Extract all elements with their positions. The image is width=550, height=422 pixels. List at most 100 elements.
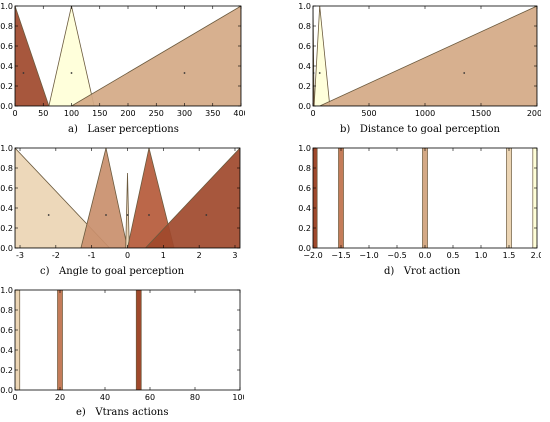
x-tick-label: 200 (120, 109, 135, 118)
y-tick-label: 0.0 (298, 244, 311, 253)
x-tick-label: 2 (197, 251, 202, 260)
x-tick-label: 0 (12, 393, 17, 402)
y-tick-label: 0.2 (0, 366, 13, 375)
singleton-bar-4 (532, 148, 537, 248)
singleton-bar-2 (422, 148, 428, 248)
x-tick-label: 350 (205, 109, 220, 118)
y-tick-label: 0.8 (0, 22, 13, 31)
y-tick-label: 0.2 (298, 224, 311, 233)
plot-area (15, 6, 241, 106)
centroid-marker-2 (183, 72, 186, 74)
membership-function-0 (15, 148, 111, 248)
y-tick-label: 1.0 (298, 144, 311, 153)
chart-angle-to-goal: 0.0 0.2 0.4 0.6 0.8 1.0 -3 -2 -1 0 1 2 3 (0, 144, 244, 266)
singleton-bar-2 (135, 290, 142, 390)
plot-area (15, 148, 240, 248)
x-tick-label: 50 (38, 109, 48, 118)
centroid-marker-1 (318, 72, 321, 74)
x-tick-label: 0 (125, 251, 130, 260)
membership-function-1 (80, 148, 128, 248)
y-tick-label: 0.2 (298, 82, 311, 91)
chart-svg: 0.0 0.2 0.4 0.6 0.8 1.0 −2.0 −1.5 −1.0 −0.5 0.0 0.5… (298, 144, 543, 260)
x-tick-label: 0 (310, 109, 315, 118)
x-tick-label: 0 (12, 109, 17, 118)
singleton-bar-0 (313, 148, 318, 248)
axes-frame (14, 289, 241, 391)
y-tick-label: 0.4 (0, 346, 13, 355)
y-tick-label: 0.6 (298, 42, 311, 51)
y-tick-label: 0.8 (298, 22, 311, 31)
y-tick-label: 0.4 (298, 204, 311, 213)
singleton-bar-0 (15, 290, 21, 390)
x-tick-label: -3 (16, 251, 24, 260)
membership-function-4 (144, 148, 240, 248)
y-tick-label: 0.8 (0, 164, 13, 173)
x-tick-label: 250 (149, 109, 164, 118)
y-tick-label: 0.6 (0, 42, 13, 51)
plot-area (313, 6, 537, 106)
y-tick-label: 1.0 (0, 2, 13, 11)
centroid-marker-2 (463, 72, 466, 74)
y-tick-label: 0.2 (0, 224, 13, 233)
y-tick-label: 0.0 (0, 244, 13, 253)
caption-vtrans-actions: e) Vtrans actions (76, 407, 169, 418)
membership-function-0 (15, 6, 50, 106)
y-tick-label: 1.0 (0, 286, 13, 295)
x-tick-label: 150 (92, 109, 107, 118)
x-tick-label: 400 (233, 109, 245, 118)
y-tick-label: 0.8 (0, 306, 13, 315)
x-tick-label: 3 (232, 251, 237, 260)
caption-laser-perceptions: a) Laser perceptions (68, 124, 179, 135)
membership-function-2 (70, 6, 241, 106)
x-tick-label: 60 (145, 393, 155, 402)
y-tick-label: 0.0 (0, 386, 13, 395)
y-tick-label: 0.6 (298, 184, 311, 193)
chart-distance-to-goal: 0.0 0.2 0.4 0.6 0.8 1.0 0 500 1000 1500 2000 (297, 2, 547, 124)
chart-vtrans-actions: 0.0 0.2 0.4 0.6 0.8 1.0 0 20 40 60 80 100 (0, 286, 247, 408)
x-tick-label: 1 (161, 251, 166, 260)
y-tick-label: 0.0 (298, 102, 311, 111)
singleton-bar-3 (506, 148, 512, 248)
centroid-marker-0 (22, 72, 25, 74)
singleton-bar-1 (338, 148, 344, 248)
y-tick-label: 0.4 (0, 62, 13, 71)
chart-svg: 0.0 0.2 0.4 0.6 0.8 1.0 0 500 1000 1500 2000 (298, 2, 547, 118)
chart-svg: 0.0 0.2 0.4 0.6 0.8 1.0 0 50 100 150 200 250 300 350 4… (0, 2, 248, 118)
x-tick-label: −2.0 (303, 251, 322, 260)
centroid-marker-4 (205, 214, 208, 216)
chart-vrot-action: 0.0 0.2 0.4 0.6 0.8 1.0 −2.0 −1.5 −1.0 −0.5 0.0 0.5… (297, 144, 543, 266)
y-tick-label: 0.4 (298, 62, 311, 71)
x-tick-label: 0.0 (419, 251, 432, 260)
y-tick-label: 1.0 (298, 2, 311, 11)
x-tick-label: −1.5 (331, 251, 350, 260)
centroid-marker-1 (70, 72, 73, 74)
centroid-marker-0 (47, 214, 50, 216)
x-tick-label: 0.5 (447, 251, 460, 260)
x-tick-label: 300 (177, 109, 192, 118)
centroid-marker-3 (148, 214, 150, 216)
y-tick-label: 0.0 (0, 102, 13, 111)
singleton-bar-1 (57, 290, 63, 390)
x-tick-label: 500 (361, 109, 376, 118)
y-tick-label: 0.8 (298, 164, 311, 173)
plot-area (313, 148, 537, 248)
membership-function-1 (48, 6, 95, 106)
x-tick-label: −1.0 (359, 251, 378, 260)
centroid-marker-2 (126, 214, 129, 216)
x-tick-label: −0.5 (387, 251, 406, 260)
x-tick-label: 100 (232, 393, 244, 402)
x-tick-label: 1.0 (475, 251, 488, 260)
centroid-marker-1 (105, 214, 107, 216)
y-tick-label: 0.6 (0, 326, 13, 335)
membership-function-1 (313, 6, 331, 106)
membership-function-3 (127, 148, 175, 248)
y-tick-label: 0.6 (0, 184, 13, 193)
x-tick-label: -1 (88, 251, 96, 260)
plot-area (15, 290, 142, 390)
x-tick-label: 80 (190, 393, 200, 402)
y-tick-label: 0.2 (0, 82, 13, 91)
caption-angle-to-goal: c) Angle to goal perception (40, 266, 185, 277)
x-tick-label: 100 (64, 109, 79, 118)
x-tick-label: 2.0 (531, 251, 541, 260)
x-tick-label: 1.5 (503, 251, 516, 260)
